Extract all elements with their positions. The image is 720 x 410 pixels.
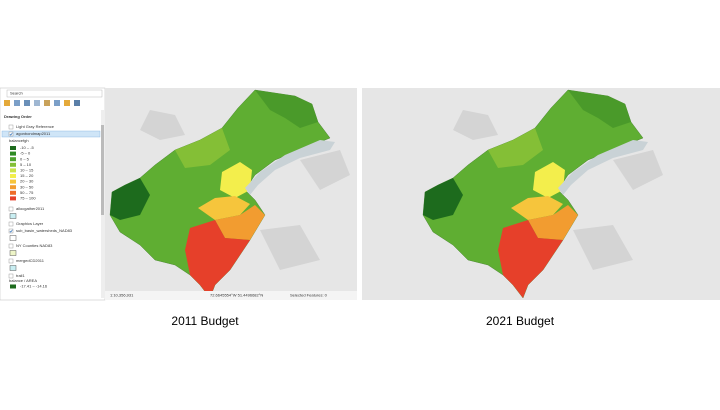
legend-swatch xyxy=(10,179,16,184)
checkbox[interactable] xyxy=(8,273,14,279)
layer-name[interactable]: Light Gray Reference xyxy=(16,124,55,129)
layer-swatch xyxy=(9,265,17,271)
legend-swatch xyxy=(10,168,16,173)
layer-name[interactable]: mergedCD2011 xyxy=(16,258,45,263)
tool-icon[interactable] xyxy=(54,100,60,106)
layer-name[interactable]: agonbondmap2011 xyxy=(16,131,51,136)
scroll-thumb[interactable] xyxy=(101,125,104,215)
legend-swatch xyxy=(10,146,16,150)
tool-icon[interactable] xyxy=(64,100,70,106)
caption: 2011 Budget xyxy=(171,314,239,328)
tool-icon[interactable] xyxy=(44,100,50,106)
tool-icon[interactable] xyxy=(4,100,10,106)
layer-name[interactable]: Graphics Layer xyxy=(16,221,44,226)
region xyxy=(109,89,331,299)
checkbox[interactable] xyxy=(8,221,14,227)
legend-label: -10 – -5 xyxy=(20,145,35,150)
river xyxy=(245,140,335,195)
region xyxy=(175,128,230,168)
toolbar xyxy=(4,100,80,106)
checkbox[interactable] xyxy=(8,131,14,137)
legend-swatch xyxy=(10,174,16,178)
layer-swatch xyxy=(9,213,17,219)
map-features xyxy=(109,89,350,299)
layer-name[interactable]: trail1 xyxy=(16,273,25,278)
legend-label: 50 – 75 xyxy=(20,190,34,195)
tool-icon[interactable] xyxy=(24,100,30,106)
legend-swatch xyxy=(10,162,16,167)
checkbox[interactable] xyxy=(8,124,14,130)
legend-label: 10 – 15 xyxy=(20,167,34,172)
legend-label: -5 – 0 xyxy=(20,151,31,156)
check xyxy=(9,132,13,136)
land-shade xyxy=(140,110,350,270)
legend-label: 15 – 20 xyxy=(20,173,34,178)
legend-swatch xyxy=(10,185,16,190)
legend-label: 20 – 30 xyxy=(20,179,34,184)
search-box[interactable] xyxy=(6,89,103,98)
legend-swatch xyxy=(10,190,16,195)
region xyxy=(215,205,265,240)
legend-label: -17.41 – -14.16 xyxy=(20,284,48,289)
layer-name[interactable]: NY Counties NAD83 xyxy=(16,243,53,248)
panel-heading: Drawing Order xyxy=(4,114,32,119)
selected-features: Selected Features: 0 xyxy=(290,293,328,298)
checkbox[interactable] xyxy=(8,243,14,249)
legend-swatch xyxy=(10,284,16,289)
layer-swatch xyxy=(9,235,17,241)
checkbox[interactable] xyxy=(8,258,14,264)
region xyxy=(185,220,250,298)
contents-panel xyxy=(0,87,106,301)
check xyxy=(9,229,13,233)
search-text: Search xyxy=(10,91,23,96)
tool-icon[interactable] xyxy=(34,100,40,106)
region xyxy=(198,196,250,220)
legend-title: balancefgh xyxy=(9,138,29,143)
status-bar xyxy=(105,291,357,300)
layer-swatch xyxy=(9,250,17,256)
layer-name[interactable]: sub_basin_watersheds_NAD83 xyxy=(16,228,73,233)
coordinates: 72.6645554°W 51.4496682°N xyxy=(210,293,263,298)
checkbox[interactable] xyxy=(8,228,14,234)
tool-icon[interactable] xyxy=(14,100,20,106)
legend-label: 30 – 50 xyxy=(20,184,34,189)
legend-swatch xyxy=(10,157,16,162)
layer-highlight xyxy=(1,130,101,138)
tool-icon[interactable] xyxy=(74,100,80,106)
map-scale[interactable]: 1:10,356,931 xyxy=(110,293,134,298)
region xyxy=(220,162,252,198)
caption: 2021 Budget xyxy=(486,314,555,328)
region xyxy=(255,90,318,128)
legend-label: 75 – 100 xyxy=(20,195,36,200)
legend-label: 5 – 10 xyxy=(20,162,32,167)
region xyxy=(110,178,150,220)
legend-title: balance / AREA xyxy=(9,278,37,283)
legend-swatch xyxy=(10,151,16,156)
layer-name[interactable]: allocgather2011 xyxy=(16,206,45,211)
checkbox[interactable] xyxy=(8,206,14,212)
legend-swatch xyxy=(10,196,16,201)
legend-label: 0 – 5 xyxy=(20,156,30,161)
